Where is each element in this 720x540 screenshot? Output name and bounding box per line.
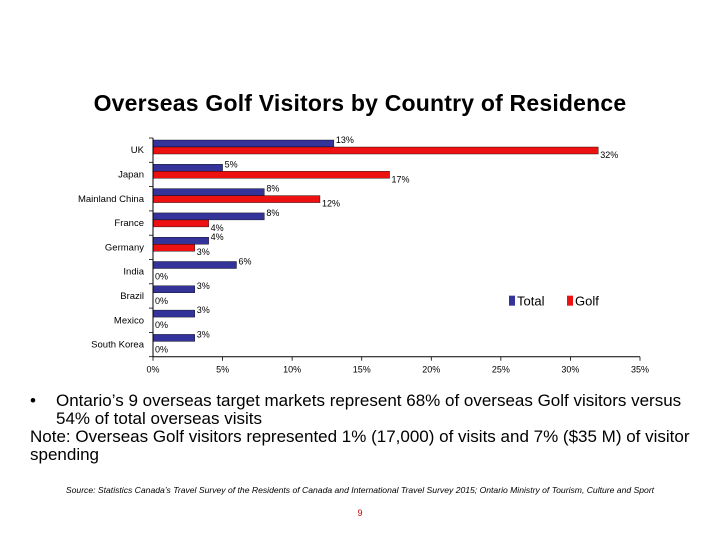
data-label-golf: 4% [211, 223, 224, 233]
data-label-total: 8% [266, 184, 279, 194]
page-number: 9 [357, 508, 363, 518]
bullet-block: • Ontario’s 9 overseas target markets re… [30, 392, 690, 464]
category-label: France [114, 218, 144, 229]
category-label: Brazil [120, 291, 144, 302]
data-label-golf: 17% [392, 174, 410, 184]
x-tick-label: 15% [353, 365, 371, 375]
bar-total [152, 334, 195, 342]
data-label-total: 5% [225, 159, 238, 169]
note-text: Note: Overseas Golf visitors represented… [30, 427, 690, 464]
x-tick-label: 20% [422, 365, 440, 375]
data-label-golf: 3% [197, 247, 210, 257]
category-label: Mainland China [78, 194, 145, 205]
data-label-golf: 32% [600, 150, 618, 160]
chart-title: Overseas Golf Visitors by Country of Res… [93, 90, 627, 116]
data-label-total: 4% [211, 232, 224, 242]
data-label-golf: 12% [322, 199, 340, 209]
data-label-total: 6% [238, 257, 251, 267]
bullet-point: • Ontario’s 9 overseas target markets re… [30, 392, 690, 428]
category-label: India [123, 267, 144, 278]
data-label-golf: 0% [155, 344, 168, 354]
legend-label-total: Total [517, 294, 545, 309]
x-tick-label: 10% [283, 365, 301, 375]
x-tick-label: 30% [561, 365, 579, 375]
data-label-golf: 0% [155, 296, 168, 306]
bar-golf [152, 146, 599, 155]
bar-golf [152, 243, 195, 252]
bar-total [152, 285, 195, 294]
x-tick-label: 5% [216, 365, 229, 375]
category-label: Japan [118, 169, 144, 180]
data-label-total: 13% [336, 135, 354, 145]
category-label: Mexico [114, 315, 144, 326]
bar-total [152, 212, 265, 221]
legend-swatch-total [509, 295, 515, 306]
bar-total [152, 188, 265, 196]
data-label-total: 3% [197, 305, 210, 315]
bar-chart: UK 13% 32% Japan 5% 17% Mainland China 8% 12% Fra… [78, 135, 649, 375]
data-label-total: 3% [197, 281, 210, 291]
bar-total [152, 236, 209, 245]
data-label-total: 3% [197, 329, 210, 339]
data-label-golf: 0% [155, 320, 168, 330]
bar-total [152, 309, 195, 318]
category-label: Germany [105, 242, 144, 253]
bar-golf [152, 195, 321, 203]
legend-label-golf: Golf [575, 294, 599, 309]
x-tick-label: 35% [631, 365, 649, 375]
source-text: Source: Statistics Canada’s Travel Surve… [65, 485, 655, 495]
bar-total [152, 261, 237, 269]
bar-total [152, 164, 223, 172]
category-label: UK [131, 145, 145, 156]
bar-golf [152, 171, 390, 179]
category-label: South Korea [91, 340, 145, 351]
data-label-golf: 0% [155, 272, 168, 282]
bullet-marker: • [30, 391, 36, 410]
bar-total [152, 139, 335, 148]
data-label-total: 8% [266, 208, 279, 218]
x-tick-label: 0% [146, 365, 159, 375]
bar-golf [152, 219, 209, 228]
bullet-text: Ontario’s 9 overseas target markets repr… [56, 391, 682, 428]
legend-swatch-golf [567, 295, 573, 306]
x-tick-label: 25% [492, 365, 510, 375]
